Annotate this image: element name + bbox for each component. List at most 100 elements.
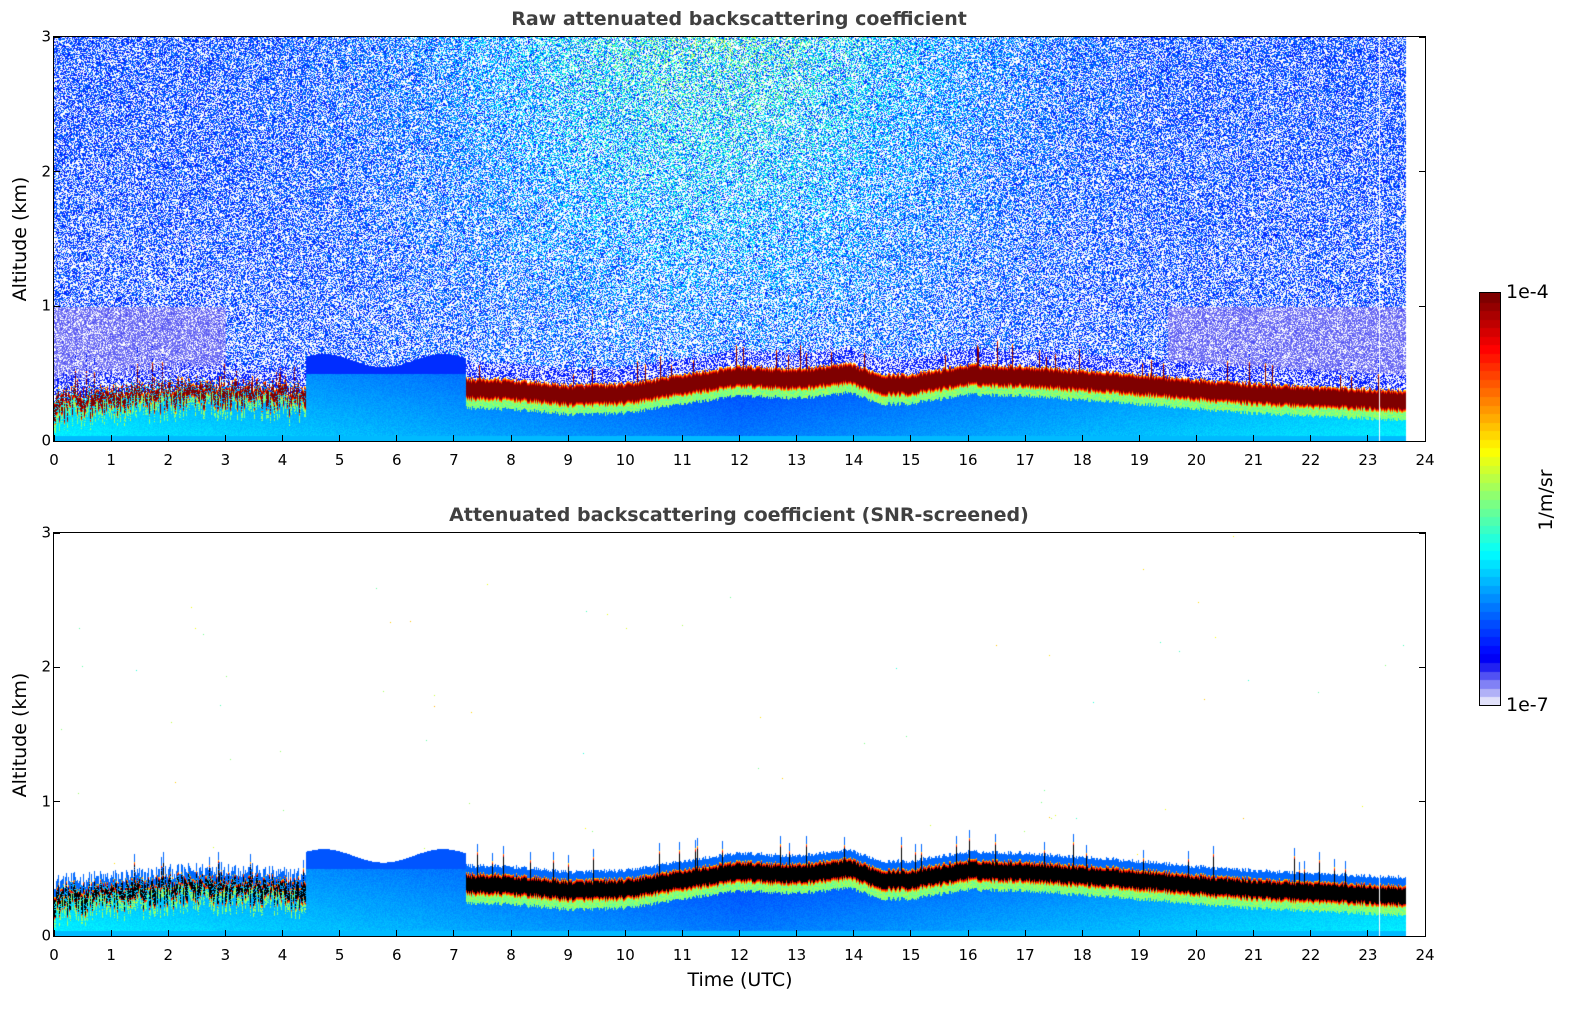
x-tick: [510, 435, 512, 441]
x-tick-label: 13: [787, 946, 807, 964]
x-tick: [339, 435, 341, 441]
x-tick: [110, 930, 112, 936]
top-panel-title: Raw attenuated backscattering coefficien…: [511, 8, 967, 30]
x-tick-label: 4: [277, 946, 288, 964]
x-tick: [910, 435, 912, 441]
x-tick-label: 1: [106, 451, 116, 469]
colorbar-max-label: 1e-4: [1506, 281, 1549, 303]
x-tick: [339, 930, 341, 936]
x-tick-label: 22: [1301, 451, 1321, 469]
x-tick: [681, 930, 683, 936]
x-tick-label: 11: [672, 451, 692, 469]
y-tick: [54, 532, 60, 534]
x-tick-label: 4: [277, 451, 288, 469]
x-tick-label: 3: [220, 946, 231, 964]
x-tick-label: 11: [672, 946, 692, 964]
x-tick: [1196, 435, 1197, 441]
x-tick: [1253, 930, 1255, 936]
y-tick: [1419, 305, 1425, 307]
x-tick: [624, 435, 626, 441]
x-tick: [1310, 435, 1312, 441]
x-tick: [1081, 930, 1083, 936]
x-tick-label: 6: [391, 946, 402, 964]
x-tick-label: 21: [1244, 451, 1264, 469]
x-tick: [1081, 435, 1083, 441]
y-tick-label: 1: [41, 792, 51, 811]
x-tick-label: 5: [334, 946, 345, 964]
x-tick-label: 13: [787, 451, 807, 469]
y-tick: [1419, 935, 1425, 937]
x-tick-label: 23: [1358, 946, 1378, 964]
x-tick: [282, 435, 283, 441]
x-tick-label: 7: [449, 451, 459, 469]
x-tick-label: 9: [563, 946, 573, 964]
x-tick: [53, 930, 55, 936]
x-tick-label: 19: [1129, 946, 1149, 964]
x-tick-label: 5: [334, 451, 345, 469]
bottom-panel-axes-frame: [53, 532, 1426, 937]
x-tick-label: 21: [1244, 946, 1264, 964]
y-tick: [1419, 801, 1425, 803]
x-tick-label: 15: [901, 946, 921, 964]
x-tick-label: 8: [506, 946, 516, 964]
y-tick: [1419, 171, 1425, 173]
x-tick-label: 2: [163, 451, 174, 469]
x-tick: [282, 930, 283, 936]
x-tick-label: 24: [1415, 451, 1435, 469]
x-tick: [1367, 930, 1369, 936]
x-tick-label: 17: [1015, 451, 1035, 469]
x-tick-label: 1: [106, 946, 116, 964]
y-tick-label: 3: [41, 523, 51, 542]
x-tick: [1367, 435, 1369, 441]
x-tick: [1253, 435, 1255, 441]
x-tick-label: 20: [1186, 946, 1207, 964]
y-tick: [54, 440, 60, 442]
bottom-panel-y-axis-label: Altitude (km): [9, 672, 31, 798]
x-tick: [624, 930, 626, 936]
x-tick-label: 16: [958, 451, 978, 469]
x-tick-label: 2: [163, 946, 174, 964]
x-tick-label: 15: [901, 451, 921, 469]
x-tick: [681, 435, 683, 441]
x-tick-label: 9: [563, 451, 573, 469]
x-tick-label: 16: [958, 946, 978, 964]
x-tick: [796, 930, 798, 936]
x-tick-label: 10: [615, 451, 635, 469]
top-panel-heatmap: [54, 37, 1425, 441]
x-tick: [567, 435, 569, 441]
x-tick: [453, 435, 455, 441]
x-tick: [224, 435, 226, 441]
y-tick: [1419, 440, 1425, 442]
y-tick: [1419, 666, 1425, 668]
top-panel-axes-frame: [53, 36, 1426, 442]
x-tick: [567, 930, 569, 936]
x-tick: [396, 930, 398, 936]
x-tick: [110, 435, 112, 441]
x-tick: [396, 435, 398, 441]
x-tick: [1024, 930, 1026, 936]
x-tick: [739, 435, 740, 441]
bottom-panel-heatmap: [54, 533, 1425, 936]
x-tick: [967, 435, 969, 441]
x-tick-label: 18: [1072, 946, 1092, 964]
y-tick: [54, 935, 60, 937]
top-panel-y-axis-label: Altitude (km): [9, 176, 31, 302]
x-tick: [1424, 930, 1426, 936]
bottom-panel-title: Attenuated backscattering coefficient (S…: [449, 504, 1029, 526]
colorbar-min-label: 1e-7: [1506, 694, 1549, 716]
x-tick: [910, 930, 912, 936]
x-tick: [510, 930, 512, 936]
x-tick-label: 14: [844, 451, 864, 469]
x-axis-label: Time (UTC): [687, 969, 793, 991]
y-tick: [54, 666, 60, 668]
x-tick-label: 20: [1186, 451, 1207, 469]
x-tick: [53, 435, 55, 441]
x-tick-label: 0: [49, 946, 59, 964]
x-tick-label: 17: [1015, 946, 1035, 964]
x-tick: [1138, 435, 1140, 441]
x-tick: [1138, 930, 1140, 936]
colorbar: [1479, 292, 1501, 706]
x-tick: [853, 435, 855, 441]
x-tick: [739, 930, 740, 936]
y-tick: [1419, 36, 1425, 38]
